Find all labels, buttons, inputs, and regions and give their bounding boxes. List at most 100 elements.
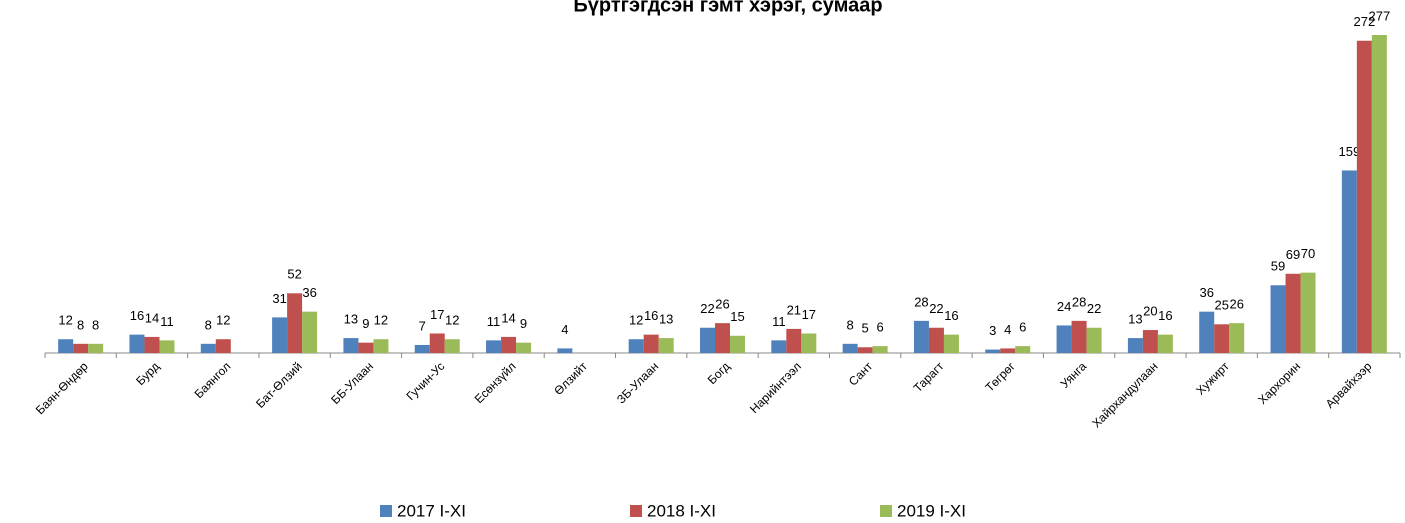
bar bbox=[1341, 170, 1357, 353]
bar bbox=[343, 338, 359, 353]
x-tick-label: Тарагт bbox=[911, 359, 947, 395]
bar bbox=[302, 311, 318, 353]
value-label: 16 bbox=[944, 308, 958, 323]
bar bbox=[715, 323, 730, 353]
bar bbox=[501, 336, 517, 353]
value-label: 13 bbox=[1128, 312, 1142, 327]
x-tick-label: Богд bbox=[705, 359, 733, 387]
bar bbox=[786, 328, 802, 353]
value-label: 16 bbox=[1158, 308, 1172, 323]
bar bbox=[730, 335, 745, 353]
bar bbox=[272, 317, 288, 353]
value-label: 69 bbox=[1286, 247, 1300, 262]
bar bbox=[287, 293, 303, 353]
bar bbox=[1229, 323, 1245, 353]
bar bbox=[913, 320, 929, 353]
bar bbox=[1157, 334, 1173, 353]
value-label: 3 bbox=[989, 323, 996, 338]
bar bbox=[1015, 346, 1031, 353]
value-label: 277 bbox=[1368, 8, 1390, 23]
value-label: 36 bbox=[1199, 285, 1213, 300]
value-label: 70 bbox=[1301, 246, 1315, 261]
value-label: 59 bbox=[1271, 259, 1285, 274]
value-label: 28 bbox=[1072, 294, 1086, 309]
value-label: 13 bbox=[659, 312, 673, 327]
value-label: 8 bbox=[847, 317, 854, 332]
legend-swatch bbox=[880, 505, 892, 517]
value-label: 9 bbox=[520, 316, 527, 331]
value-label: 12 bbox=[445, 313, 459, 328]
bar bbox=[1270, 285, 1286, 353]
value-label: 7 bbox=[419, 318, 426, 333]
value-label: 17 bbox=[802, 307, 816, 322]
legend-swatch bbox=[380, 505, 392, 517]
value-label: 16 bbox=[644, 308, 658, 323]
x-tick-label: ЗБ-Улаан bbox=[614, 359, 661, 406]
bar bbox=[1356, 40, 1372, 353]
bar bbox=[88, 343, 104, 353]
bar bbox=[1300, 272, 1316, 353]
bar bbox=[144, 336, 160, 353]
value-label: 8 bbox=[77, 317, 84, 332]
value-label: 159 bbox=[1338, 144, 1360, 159]
value-label: 5 bbox=[862, 321, 869, 336]
bar bbox=[200, 343, 216, 353]
value-label: 4 bbox=[561, 322, 568, 337]
bar bbox=[414, 344, 430, 353]
bar bbox=[857, 347, 873, 353]
value-label: 4 bbox=[1004, 322, 1011, 337]
bar bbox=[985, 349, 1001, 353]
value-label: 52 bbox=[287, 267, 301, 282]
value-label: 26 bbox=[715, 297, 729, 312]
chart-title: Бүртгэгдсэн гэмт хэрэг, сумаар bbox=[573, 0, 882, 16]
value-label: 26 bbox=[1229, 297, 1243, 312]
bar bbox=[1127, 338, 1143, 353]
value-label: 31 bbox=[272, 291, 286, 306]
x-tick-label: Төгрөг bbox=[982, 359, 1018, 395]
value-label: 22 bbox=[700, 301, 714, 316]
bar bbox=[842, 343, 858, 353]
value-label: 13 bbox=[344, 312, 358, 327]
x-tick-label: Хужирт bbox=[1193, 359, 1232, 398]
bar bbox=[429, 333, 445, 353]
bar bbox=[215, 339, 231, 353]
bar bbox=[628, 339, 644, 353]
bar bbox=[1071, 320, 1087, 353]
value-label: 11 bbox=[487, 314, 501, 329]
bar bbox=[872, 346, 888, 353]
value-label: 36 bbox=[302, 285, 316, 300]
bar bbox=[1142, 330, 1158, 353]
bar bbox=[58, 339, 74, 353]
value-label: 28 bbox=[914, 294, 928, 309]
bar bbox=[159, 340, 175, 353]
bar bbox=[771, 340, 787, 353]
bar bbox=[1199, 311, 1215, 353]
bar bbox=[486, 340, 502, 353]
value-label: 12 bbox=[629, 313, 643, 328]
value-label: 9 bbox=[362, 316, 369, 331]
x-tick-label: Баянгол bbox=[192, 359, 234, 401]
bar bbox=[373, 339, 389, 353]
legend-label: 2019 I-XI bbox=[897, 501, 966, 520]
bar bbox=[658, 338, 674, 353]
x-tick-label: Хайрхандулаан bbox=[1089, 359, 1160, 430]
bar bbox=[1056, 325, 1072, 353]
value-label: 11 bbox=[160, 314, 174, 329]
x-tick-label: ББ-Улаан bbox=[328, 359, 376, 407]
x-tick-label: Бат-Өлзий bbox=[253, 359, 305, 411]
bar bbox=[1285, 273, 1301, 353]
value-label: 8 bbox=[92, 317, 99, 332]
x-tick-label: Өлзийт bbox=[551, 359, 590, 398]
bar bbox=[358, 342, 374, 353]
value-label: 272 bbox=[1353, 14, 1375, 29]
value-label: 16 bbox=[130, 308, 144, 323]
value-label: 12 bbox=[216, 313, 230, 328]
value-label: 8 bbox=[205, 317, 212, 332]
value-label: 12 bbox=[58, 313, 72, 328]
value-label: 14 bbox=[501, 310, 515, 325]
bar bbox=[557, 348, 573, 353]
x-tick-label: Есөнзүйл bbox=[472, 359, 519, 406]
value-label: 17 bbox=[430, 307, 444, 322]
value-label: 22 bbox=[929, 301, 943, 316]
